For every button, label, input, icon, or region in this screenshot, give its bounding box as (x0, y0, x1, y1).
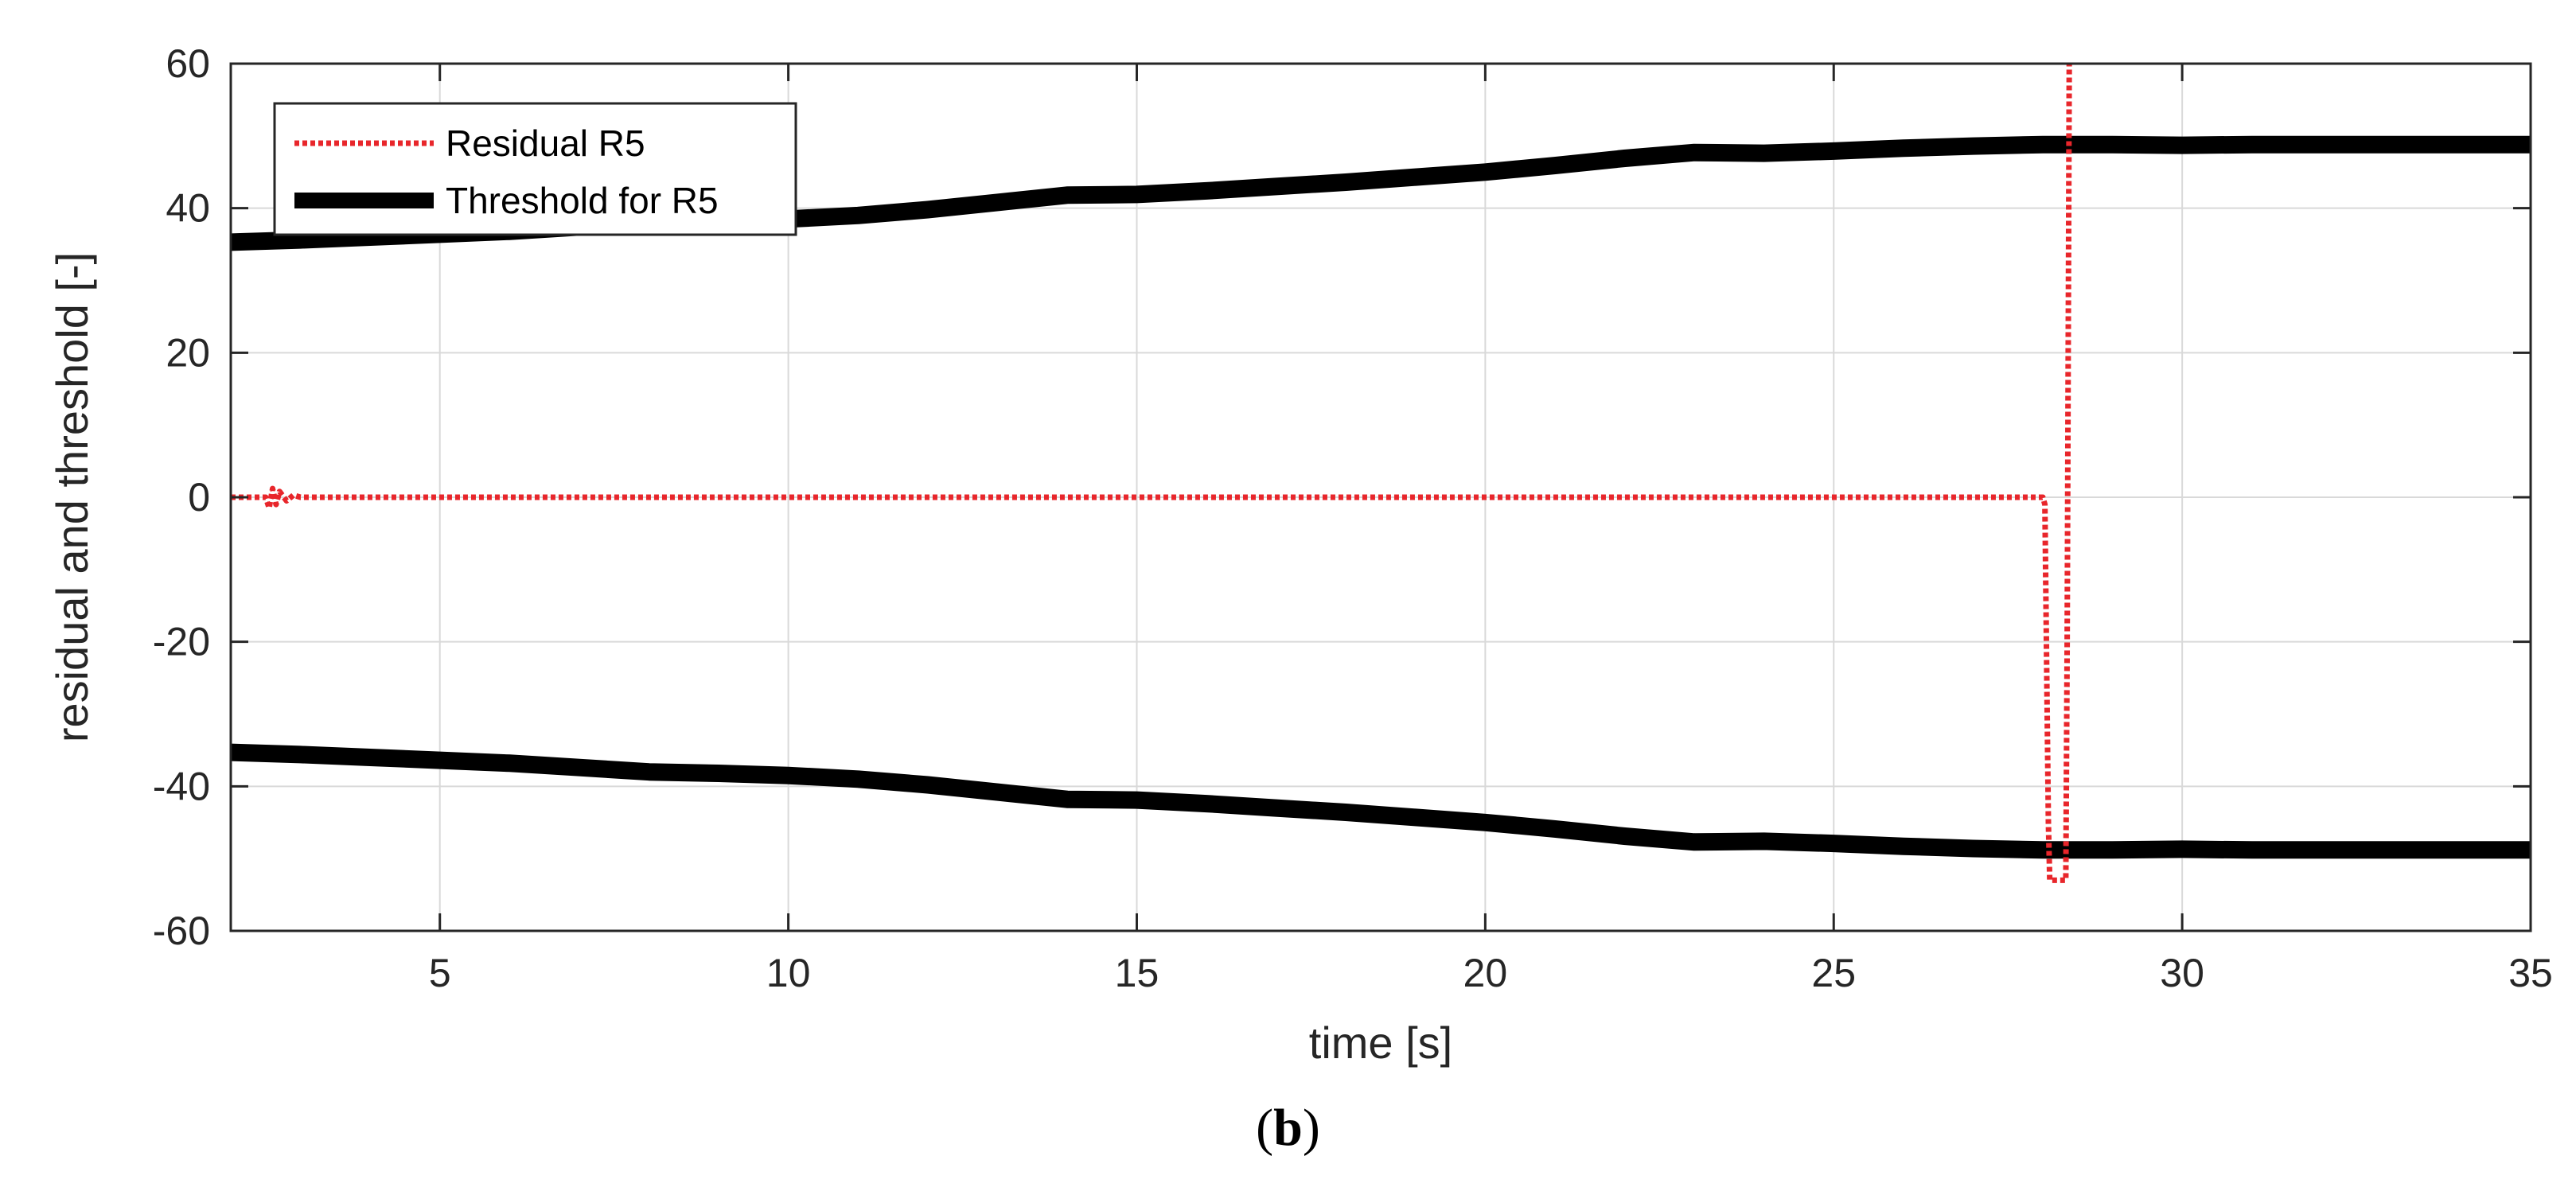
x-tick-label: 10 (766, 951, 811, 995)
threshold-lower-line (231, 743, 2531, 859)
legend-box (273, 102, 797, 236)
y-tick-label: 40 (166, 186, 210, 231)
y-axis-label: residual and threshold [-] (47, 252, 97, 742)
tick-labels: 5 10 15 20 25 30 35 -60 -40 -20 0 20 40 60 (153, 41, 2553, 995)
caption-close: ) (1302, 1099, 1320, 1157)
figure-caption: (b) (0, 1098, 2576, 1158)
x-tick-label: 20 (1463, 951, 1508, 995)
x-tick-label: 5 (429, 951, 451, 995)
x-tick-label: 30 (2160, 951, 2204, 995)
x-tick-label: 15 (1115, 951, 1159, 995)
y-tick-label: 20 (166, 330, 210, 375)
x-axis-label: time [s] (1309, 1018, 1452, 1068)
caption-letter: b (1273, 1099, 1303, 1157)
legend: Residual R5 Threshold for R5 (273, 102, 797, 236)
x-tick-label: 25 (1811, 951, 1856, 995)
residual-r5-line (231, 64, 2072, 883)
y-tick-label: -40 (153, 764, 210, 808)
y-tick-label: 60 (166, 41, 210, 86)
legend-label: Threshold for R5 (446, 180, 719, 221)
y-tick-label: 0 (188, 475, 210, 520)
legend-label: Residual R5 (446, 123, 645, 164)
y-tick-label: -60 (153, 909, 210, 953)
axis-ticks (231, 62, 2532, 932)
x-tick-label: 35 (2508, 951, 2553, 995)
caption-open: ( (1256, 1099, 1274, 1157)
y-tick-label: -20 (153, 620, 210, 664)
